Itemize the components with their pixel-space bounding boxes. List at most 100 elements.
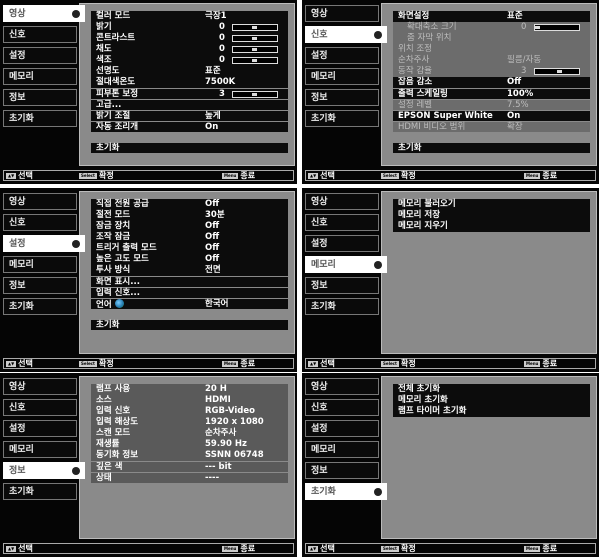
select-label: 선택 <box>320 544 335 553</box>
menu-item[interactable]: 높은 고도 모드 Off <box>91 254 288 266</box>
slider-knob[interactable] <box>251 59 257 63</box>
item-value: 필름/자동 <box>507 55 542 66</box>
menu-item[interactable]: 피부톤 보정 3 <box>91 88 288 100</box>
tab-settings[interactable]: 설정 <box>3 235 85 252</box>
tab-signal[interactable]: 신호 <box>3 26 77 43</box>
menu-item[interactable]: 밝기 조절 높게 <box>91 110 288 122</box>
footer-exit: Menu 종료 <box>524 171 557 181</box>
menu-item[interactable]: 절전 모드 30분 <box>91 210 288 221</box>
tab-signal[interactable]: 신호 <box>305 26 387 43</box>
menu-item[interactable]: 잠금 장치 Off <box>91 221 288 232</box>
menu-item[interactable]: 고급... <box>91 99 288 111</box>
tab-signal[interactable]: 신호 <box>305 399 379 416</box>
tab-label: 영상 <box>9 382 26 392</box>
slider-knob[interactable] <box>535 26 540 30</box>
slider-knob[interactable] <box>251 37 257 41</box>
menu-item[interactable]: 메모리 초기화 <box>393 395 590 406</box>
menu-panel-reset: 영상 신호 설정 메모리 정보 초기화 전체 초기화 메모리 초기화 램프 타이머 초기화 ▲▼ 선… <box>302 373 599 557</box>
value-slider[interactable] <box>534 68 580 76</box>
item-label: 트리거 출력 모드 <box>96 243 157 254</box>
menu-item[interactable]: 화면설정 표준 <box>393 11 590 22</box>
tab-settings[interactable]: 설정 <box>305 235 379 252</box>
value-slider[interactable] <box>232 90 278 98</box>
tab-info[interactable]: 정보 <box>3 277 77 294</box>
tab-image[interactable]: 영상 <box>3 5 85 22</box>
tab-info[interactable]: 정보 <box>305 462 379 479</box>
tab-memory[interactable]: 메모리 <box>3 256 77 273</box>
tab-memory[interactable]: 메모리 <box>305 441 379 458</box>
tab-signal[interactable]: 신호 <box>305 214 379 231</box>
menu-item[interactable]: 트리거 출력 모드 Off <box>91 243 288 254</box>
tab-memory[interactable]: 메모리 <box>305 256 387 273</box>
tab-reset[interactable]: 초기화 <box>3 298 77 315</box>
tab-reset[interactable]: 초기화 <box>305 483 387 500</box>
menu-item[interactable]: 색조 0 <box>91 55 288 66</box>
tab-reset[interactable]: 초기화 <box>3 483 77 500</box>
menu-item[interactable]: 메모리 지우기 <box>393 221 590 232</box>
menu-item[interactable]: 채도 0 <box>91 44 288 55</box>
slider-knob[interactable] <box>251 26 257 30</box>
tab-reset[interactable]: 초기화 <box>305 110 379 127</box>
menu-item[interactable]: 출력 스케일링 100% <box>393 88 590 100</box>
slider-knob[interactable] <box>557 70 563 74</box>
tab-settings[interactable]: 설정 <box>3 47 77 64</box>
slider-knob[interactable] <box>251 48 257 52</box>
tab-image[interactable]: 영상 <box>305 378 379 395</box>
tab-info[interactable]: 정보 <box>3 89 77 106</box>
menu-item[interactable]: 자동 조리개 On <box>91 121 288 133</box>
reset-button[interactable]: 초기화 <box>91 320 288 330</box>
item-label: 선명도 <box>96 66 120 77</box>
menu-item[interactable]: 직접 전원 공급 Off <box>91 199 288 210</box>
menu-item[interactable]: 메모리 불러오기 <box>393 199 590 210</box>
menu-item[interactable]: 전체 초기화 <box>393 384 590 395</box>
tab-image[interactable]: 영상 <box>305 193 379 210</box>
menu-item[interactable]: EPSON Super White On <box>393 110 590 122</box>
tab-info[interactable]: 정보 <box>305 277 379 294</box>
menu-item: HDMI 비디오 범위 확장 <box>393 121 590 133</box>
menu-item[interactable]: 메모리 저장 <box>393 210 590 221</box>
menu-item[interactable]: 화면 표시... <box>91 276 288 288</box>
reset-button[interactable]: 초기화 <box>393 143 590 154</box>
menu-item[interactable]: 콘트라스트 0 <box>91 33 288 44</box>
tab-label: 초기화 <box>311 302 336 312</box>
menu-item[interactable]: 언어 한국어 <box>91 298 288 310</box>
tab-info[interactable]: 정보 <box>3 462 85 479</box>
menu-item[interactable]: 선명도 표준 <box>91 66 288 78</box>
menu-item[interactable]: 컬러 모드 극장1 <box>91 11 288 22</box>
tab-settings[interactable]: 설정 <box>3 420 77 437</box>
footer-bar: ▲▼ 선택 Select 확정 Menu 종료 <box>3 170 294 181</box>
value-slider[interactable] <box>232 35 278 43</box>
tab-image[interactable]: 영상 <box>305 5 379 22</box>
menu-item[interactable]: 램프 타이머 초기화 <box>393 406 590 417</box>
reset-button[interactable]: 초기화 <box>91 143 288 154</box>
menu-item[interactable]: 잡음 감소 Off <box>393 77 590 89</box>
value-slider[interactable] <box>232 57 278 65</box>
tab-reset[interactable]: 초기화 <box>305 298 379 315</box>
tab-reset[interactable]: 초기화 <box>3 110 77 127</box>
value-slider[interactable] <box>534 24 580 32</box>
menu-item[interactable]: 조작 잠금 Off <box>91 232 288 243</box>
arrow-keys-icon: ▲▼ <box>6 173 17 179</box>
tab-memory[interactable]: 메모리 <box>305 68 379 85</box>
item-label: 전체 초기화 <box>398 384 441 394</box>
menu-key-icon: Menu <box>222 173 239 179</box>
tab-memory[interactable]: 메모리 <box>3 68 77 85</box>
tab-memory[interactable]: 메모리 <box>3 441 77 458</box>
value-slider[interactable] <box>232 46 278 54</box>
tab-signal[interactable]: 신호 <box>3 399 77 416</box>
tab-label: 메모리 <box>311 260 336 270</box>
slider-knob[interactable] <box>251 92 257 96</box>
item-label: 상태 <box>96 472 112 483</box>
menu-item[interactable]: 절대색온도 7500K <box>91 77 288 89</box>
tab-info[interactable]: 정보 <box>305 89 379 106</box>
tab-image[interactable]: 영상 <box>3 378 77 395</box>
value-slider[interactable] <box>232 24 278 32</box>
menu-item[interactable]: 밝기 0 <box>91 22 288 33</box>
menu-item[interactable]: 입력 신호... <box>91 287 288 299</box>
tab-signal[interactable]: 신호 <box>3 214 77 231</box>
tab-settings[interactable]: 설정 <box>305 420 379 437</box>
tab-settings[interactable]: 설정 <box>305 47 379 64</box>
tab-image[interactable]: 영상 <box>3 193 77 210</box>
menu-item[interactable]: 투사 방식 전면 <box>91 265 288 277</box>
